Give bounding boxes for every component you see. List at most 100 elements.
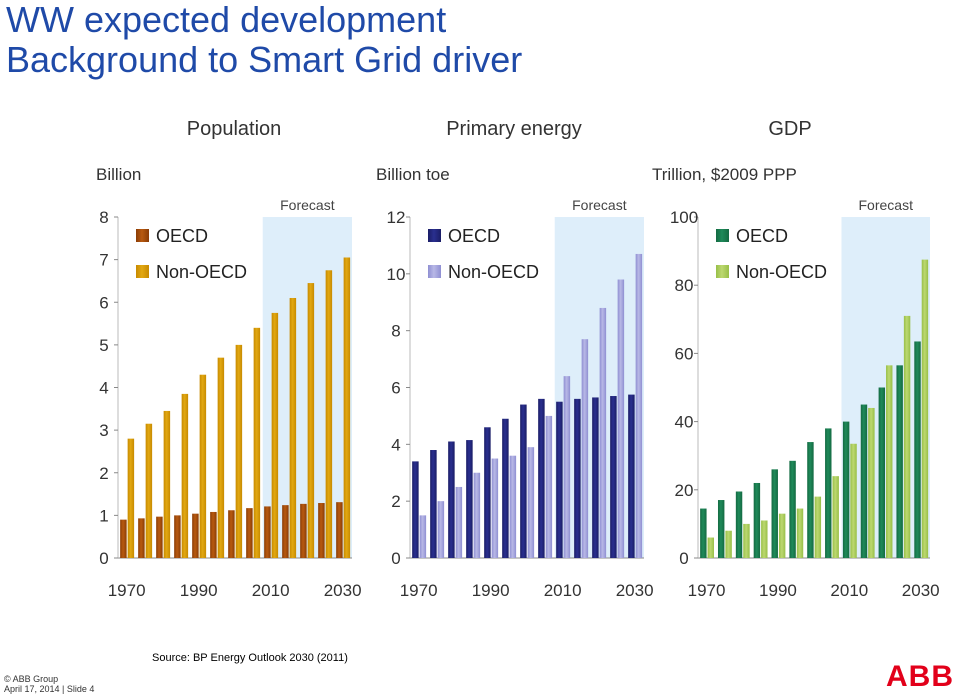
population-bar-oecd bbox=[156, 516, 163, 558]
population-bar-non-oecd bbox=[217, 357, 225, 558]
energy-bar-non-oecd bbox=[473, 472, 481, 558]
population-legend-swatch bbox=[136, 229, 149, 242]
gdp-y-tick-label: 100 bbox=[670, 208, 698, 227]
energy-x-tick-label: 1970 bbox=[400, 581, 438, 600]
population-legend-swatch bbox=[136, 265, 149, 278]
population-x-tick-label: 1970 bbox=[108, 581, 146, 600]
slide-title: WW expected development bbox=[6, 0, 447, 40]
energy-y-axis-label: Billion toe bbox=[376, 165, 450, 184]
population-y-tick-label: 8 bbox=[99, 208, 108, 227]
population-legend-label: Non-OECD bbox=[156, 262, 247, 282]
energy-bar-non-oecd bbox=[635, 253, 643, 559]
gdp-y-tick-label: 80 bbox=[675, 276, 694, 295]
energy-x-tick-label: 2010 bbox=[544, 581, 582, 600]
energy-x-tick-label: 2030 bbox=[616, 581, 654, 600]
energy-bar-oecd bbox=[592, 397, 599, 558]
energy-legend-label: OECD bbox=[448, 226, 500, 246]
energy-legend-label: Non-OECD bbox=[448, 262, 539, 282]
gdp-bar-non-oecd bbox=[832, 476, 839, 558]
gdp-bar-oecd bbox=[735, 491, 743, 558]
gdp-y-tick-label: 0 bbox=[679, 549, 688, 568]
energy-bar-non-oecd bbox=[599, 307, 607, 558]
energy-bar-non-oecd bbox=[455, 486, 463, 558]
population-bar-non-oecd bbox=[235, 344, 243, 558]
population-y-tick-label: 5 bbox=[99, 336, 108, 355]
gdp-x-tick-label: 1970 bbox=[688, 581, 726, 600]
gdp-bar-non-oecd bbox=[921, 259, 929, 558]
population-y-tick-label: 0 bbox=[99, 549, 108, 568]
population-bar-oecd bbox=[192, 513, 199, 558]
population-bar-non-oecd bbox=[253, 327, 261, 558]
energy-bar-oecd bbox=[448, 441, 455, 558]
gdp-bar-oecd bbox=[789, 460, 796, 558]
gdp-bar-non-oecd bbox=[778, 513, 786, 558]
energy-y-tick-label: 12 bbox=[387, 208, 406, 227]
energy-bar-non-oecd bbox=[509, 455, 517, 558]
gdp-x-tick-label: 1990 bbox=[759, 581, 797, 600]
footer-copyright: © ABB Group bbox=[4, 674, 59, 684]
population-bar-oecd bbox=[282, 505, 289, 558]
population-bar-oecd bbox=[174, 515, 181, 558]
abb-logo: ABB bbox=[886, 660, 954, 693]
energy-forecast-label: Forecast bbox=[572, 197, 627, 213]
gdp-bar-oecd bbox=[842, 421, 850, 558]
gdp-x-tick-label: 2030 bbox=[902, 581, 940, 600]
slide-subtitle: Background to Smart Grid driver bbox=[6, 39, 523, 80]
energy-bar-non-oecd bbox=[437, 501, 445, 558]
population-bar-oecd bbox=[300, 503, 307, 558]
gdp-legend-swatch bbox=[716, 229, 729, 242]
energy-bar-non-oecd bbox=[419, 515, 427, 558]
energy-bar-oecd bbox=[628, 394, 635, 558]
population-bar-non-oecd bbox=[307, 283, 315, 558]
gdp-y-tick-label: 60 bbox=[675, 344, 694, 363]
gdp-bar-non-oecd bbox=[814, 496, 822, 558]
energy-bar-oecd bbox=[484, 427, 491, 558]
population-y-tick-label: 2 bbox=[99, 464, 108, 483]
energy-bar-oecd bbox=[538, 398, 545, 558]
energy-bar-oecd bbox=[610, 396, 617, 558]
gdp-bar-non-oecd bbox=[707, 537, 714, 558]
energy-bar-oecd bbox=[574, 398, 581, 558]
energy-x-tick-label: 1990 bbox=[472, 581, 510, 600]
population-bar-non-oecd bbox=[145, 423, 153, 558]
gdp-bar-non-oecd bbox=[761, 520, 768, 558]
gdp-bar-oecd bbox=[753, 482, 761, 558]
energy-bar-oecd bbox=[520, 404, 527, 558]
energy-y-tick-label: 6 bbox=[391, 379, 400, 398]
gdp-y-tick-label: 40 bbox=[675, 413, 694, 432]
population-x-tick-label: 1990 bbox=[180, 581, 218, 600]
energy-y-tick-label: 2 bbox=[391, 492, 400, 511]
gdp-bar-non-oecd bbox=[868, 407, 875, 558]
energy-y-tick-label: 4 bbox=[391, 435, 400, 454]
population-bar-oecd bbox=[228, 510, 235, 558]
population-bar-oecd bbox=[336, 502, 343, 558]
energy-bar-non-oecd bbox=[581, 339, 589, 558]
energy-bar-non-oecd bbox=[563, 376, 571, 558]
population-y-tick-label: 3 bbox=[99, 421, 108, 440]
gdp-y-axis-label: Trillion, $2009 PPP bbox=[652, 165, 797, 184]
population-chart-title: Population bbox=[187, 118, 282, 140]
gdp-bar-oecd bbox=[825, 428, 832, 558]
energy-bar-oecd bbox=[412, 461, 419, 558]
energy-legend-swatch bbox=[428, 229, 441, 242]
population-bar-non-oecd bbox=[271, 312, 279, 558]
gdp-forecast-label: Forecast bbox=[859, 197, 914, 213]
gdp-bar-non-oecd bbox=[743, 523, 750, 558]
gdp-legend-label: OECD bbox=[736, 226, 788, 246]
population-forecast-label: Forecast bbox=[280, 197, 335, 213]
population-bar-oecd bbox=[246, 508, 253, 558]
energy-bar-non-oecd bbox=[545, 415, 553, 558]
energy-y-tick-label: 10 bbox=[387, 265, 406, 284]
population-bar-oecd bbox=[264, 506, 271, 558]
population-x-tick-label: 2030 bbox=[324, 581, 362, 600]
energy-bar-oecd bbox=[502, 418, 509, 558]
energy-bar-oecd bbox=[556, 401, 563, 558]
population-bar-oecd bbox=[318, 503, 325, 558]
population-bar-oecd bbox=[210, 511, 217, 558]
gdp-bar-non-oecd bbox=[725, 530, 732, 558]
energy-legend-swatch bbox=[428, 265, 441, 278]
population-legend-label: OECD bbox=[156, 226, 208, 246]
population-bar-non-oecd bbox=[325, 270, 333, 558]
population-y-tick-label: 6 bbox=[99, 293, 108, 312]
